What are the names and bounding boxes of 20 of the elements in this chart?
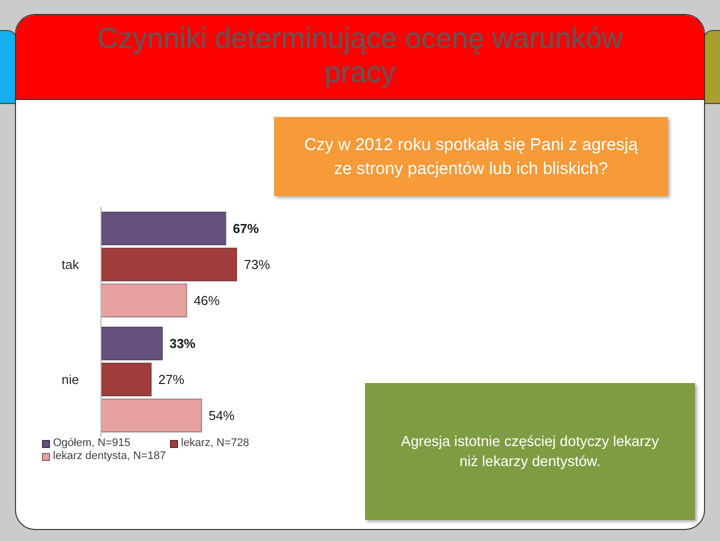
data-label: 27%: [158, 372, 185, 388]
data-label: 54%: [208, 408, 236, 424]
bar: [101, 284, 188, 318]
bar: [101, 398, 202, 432]
data-label: 67%: [232, 221, 260, 236]
data-label: 33%: [169, 336, 196, 352]
y-tick-label: nie: [62, 372, 79, 388]
text: Czynniki determinujące ocenę warunków pracy: [96, 22, 624, 90]
bar: [101, 248, 237, 282]
callout-box: Czy w 2012 roku spotkała się Pani z agresją ze strony pacjentów lub ich bliskich?: [274, 117, 668, 196]
data-label: 46%: [194, 293, 220, 308]
bar: [101, 362, 152, 396]
note-box: Agresja istotnie częściej dotyczy lekarzy niż lekarzy dentystów.: [365, 383, 695, 520]
y-tick-label: tak: [62, 257, 80, 272]
legend-label: lekarz, N=728: [181, 437, 250, 450]
legend-label: lekarz dentysta, N=187: [53, 450, 166, 463]
data-label: 73%: [244, 257, 270, 272]
bar: [101, 326, 163, 360]
bar: [101, 212, 226, 246]
legend-label: Ogółem, N=915: [53, 437, 130, 450]
